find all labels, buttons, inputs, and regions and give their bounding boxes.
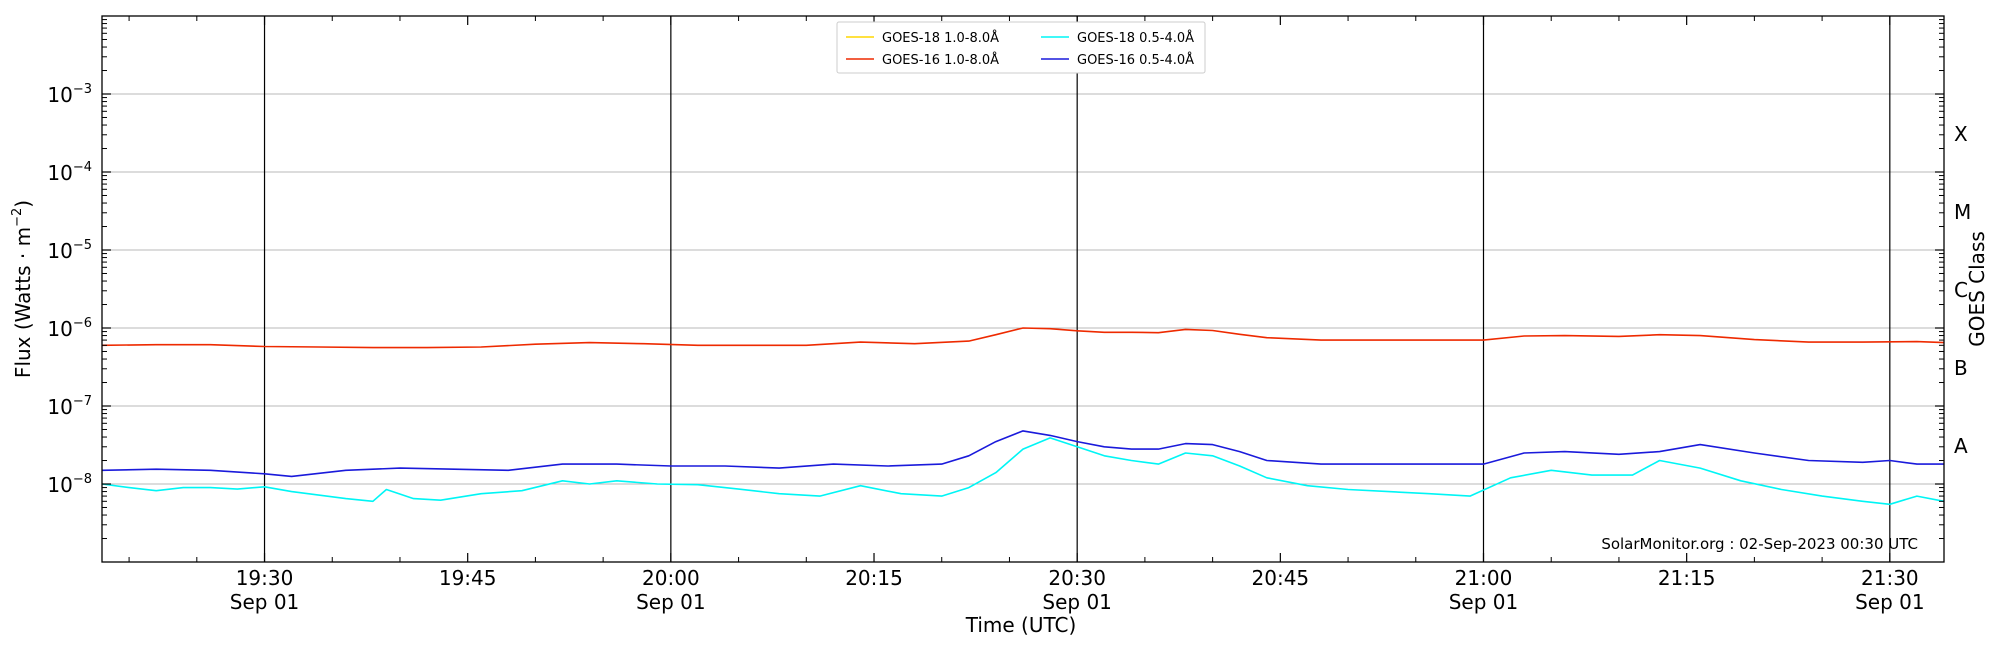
series-line-4 xyxy=(101,430,1944,478)
y-tick-label: 10−4 xyxy=(47,160,92,185)
legend-label: GOES-16 0.5-4.0Å xyxy=(1077,52,1194,68)
x-tick-label: 20:30 xyxy=(1048,566,1106,590)
y-axis-title: Flux (Watts · m−2) xyxy=(10,200,35,378)
plot-frame xyxy=(101,15,1945,563)
legend-label: GOES-16 1.0-8.0Å xyxy=(882,52,999,68)
x-tick-date-label: Sep 01 xyxy=(1449,590,1519,614)
y-tick-label: 10−8 xyxy=(47,472,92,497)
series-line-3 xyxy=(101,437,1945,506)
y-tick-label: 10−7 xyxy=(47,394,92,419)
legend-label: GOES-18 0.5-4.0Å xyxy=(1077,30,1194,46)
data-series xyxy=(101,327,1945,506)
legend: GOES-18 1.0-8.0Å GOES-16 1.0-8.0Å GOES-18 … xyxy=(836,21,1206,74)
x-tick-label: 20:45 xyxy=(1252,566,1310,590)
x-tick-date-label: Sep 01 xyxy=(1855,590,1925,614)
x-tick-label: 20:15 xyxy=(845,566,903,590)
x-tick-label: 21:15 xyxy=(1658,566,1716,590)
goes-class-labels: A B C M X xyxy=(1954,122,1971,458)
legend-label: GOES-18 1.0-8.0Å xyxy=(882,30,999,46)
goes-class-label: M xyxy=(1954,200,1971,224)
x-tick-date-label: Sep 01 xyxy=(1042,590,1112,614)
series-line-2 xyxy=(101,327,1945,349)
right-axis-title: GOES Class xyxy=(1965,231,1989,347)
legend-box xyxy=(836,21,1206,74)
x-tick-label: 21:30 xyxy=(1861,566,1919,590)
y-tick-label: 10−5 xyxy=(47,238,92,263)
y-tick-label: 10−3 xyxy=(47,82,92,107)
x-tick-date-label: Sep 01 xyxy=(636,590,706,614)
goes-class-label: B xyxy=(1954,356,1968,380)
credit-annotation: SolarMonitor.org : 02-Sep-2023 00:30 UTC xyxy=(1601,535,1918,553)
axis-ticks xyxy=(102,16,1944,562)
day-marker-lines xyxy=(263,16,1891,562)
y-tick-label: 10−6 xyxy=(47,316,92,341)
x-axis-title: Time (UTC) xyxy=(965,613,1077,637)
x-tick-label: 20:00 xyxy=(642,566,700,590)
goes-class-label: A xyxy=(1954,434,1968,458)
goes-class-label: X xyxy=(1954,122,1968,146)
x-tick-label: 19:45 xyxy=(439,566,497,590)
grid-lines xyxy=(102,93,1944,485)
y-tick-labels: 10−8 10−7 10−6 10−5 10−4 10−3 xyxy=(47,82,92,497)
x-tick-date-label: Sep 01 xyxy=(230,590,300,614)
x-tick-label: 21:00 xyxy=(1455,566,1513,590)
goes-class-label: C xyxy=(1954,278,1968,302)
x-tick-label: 19:30 xyxy=(236,566,294,590)
